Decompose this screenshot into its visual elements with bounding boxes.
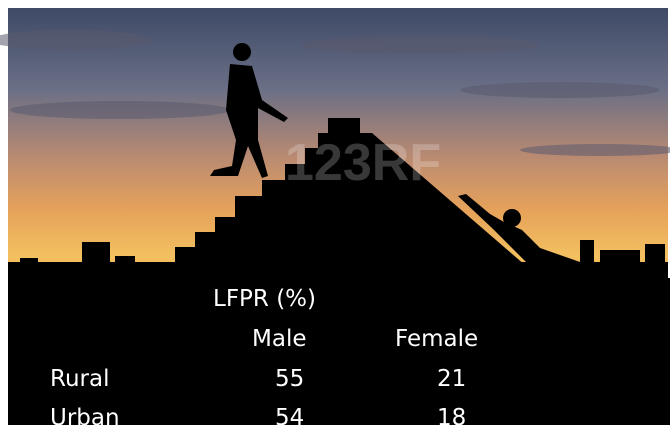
- watermark: 123RF: [285, 134, 441, 192]
- table-title: LFPR (%): [213, 286, 316, 312]
- woman-silhouette: [458, 194, 580, 270]
- row-label: Urban: [50, 405, 120, 425]
- column-header: Male: [252, 326, 306, 352]
- cell: 21: [437, 366, 466, 392]
- staircase: [150, 118, 540, 278]
- column-header: Female: [395, 326, 478, 352]
- cell: 18: [437, 405, 466, 425]
- table-background: [8, 278, 670, 425]
- cell: 55: [275, 366, 304, 392]
- row-label: Rural: [50, 366, 109, 392]
- clouds: [0, 30, 670, 156]
- man-silhouette: [210, 43, 288, 178]
- cell: 54: [275, 405, 304, 425]
